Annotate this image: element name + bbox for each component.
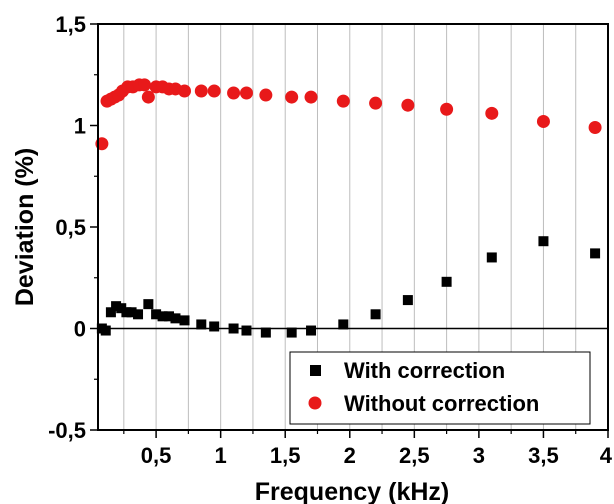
point-without-correction (485, 106, 499, 120)
point-without-correction (401, 98, 415, 112)
point-with-correction (121, 307, 132, 318)
point-without-correction (304, 90, 318, 104)
legend-box (289, 351, 591, 425)
x-tick-label: 3,5 (528, 443, 559, 468)
point-with-correction (590, 248, 601, 259)
y-tick-label: 0 (74, 317, 86, 342)
point-without-correction (588, 121, 602, 135)
point-with-correction (170, 313, 181, 324)
point-with-correction (486, 252, 497, 263)
point-without-correction (137, 78, 151, 92)
axis-ticks (90, 23, 609, 438)
point-without-correction (440, 102, 454, 116)
y-tick-label: 1,5 (55, 12, 86, 37)
x-tick-label: 1,5 (270, 443, 301, 468)
legend-marker-without-correction (308, 396, 322, 410)
point-with-correction (441, 276, 452, 287)
point-with-correction (143, 299, 154, 310)
point-with-correction (157, 311, 168, 322)
y-axis-title: Deviation (%) (11, 148, 39, 306)
point-with-correction (228, 323, 239, 334)
point-with-correction (241, 325, 252, 336)
point-without-correction (178, 84, 192, 98)
x-tick-label: 3 (473, 443, 485, 468)
point-with-correction (133, 309, 144, 320)
point-without-correction (285, 90, 299, 104)
point-without-correction (239, 86, 253, 100)
point-without-correction (369, 96, 383, 110)
point-with-correction (151, 309, 162, 320)
legend-label-with-correction: With correction (344, 358, 505, 383)
point-with-correction (306, 325, 317, 336)
point-without-correction (207, 84, 221, 98)
y-tick-label: 1 (74, 114, 86, 139)
x-tick-label: 2 (344, 443, 356, 468)
y-tick-label: -0,5 (48, 418, 86, 443)
point-with-correction (164, 311, 175, 322)
x-tick-labels: 0,5 1 1,5 2 2,5 3 3,5 4 (141, 443, 613, 468)
point-without-correction (227, 86, 241, 100)
x-tick-label: 0,5 (141, 443, 172, 468)
legend-label-without-correction: Without correction (344, 391, 539, 416)
point-with-correction (100, 325, 111, 336)
point-with-correction (260, 327, 271, 338)
point-with-correction (196, 319, 207, 330)
x-tick-label: 1 (215, 443, 227, 468)
y-tick-labels: -0,5 0 0,5 1 1,5 (48, 12, 86, 443)
point-with-correction (116, 303, 127, 314)
x-tick-label: 2,5 (399, 443, 430, 468)
point-with-correction (105, 307, 116, 318)
point-with-correction (338, 319, 349, 330)
point-without-correction (336, 94, 350, 108)
data-points (95, 78, 602, 338)
point-with-correction (538, 236, 549, 247)
point-without-correction (259, 88, 273, 102)
point-with-correction (370, 309, 381, 320)
point-with-correction (111, 301, 122, 312)
x-axis-title: Frequency (kHz) (255, 478, 449, 504)
x-tick-label: 4 (600, 443, 613, 468)
point-with-correction (179, 315, 190, 326)
y-tick-label: 0,5 (55, 215, 86, 240)
legend-marker-with-correction (310, 365, 321, 376)
point-with-correction (286, 327, 297, 338)
point-with-correction (126, 307, 137, 318)
point-with-correction (402, 295, 413, 306)
legend: With correction Without correction (289, 351, 591, 425)
point-without-correction (194, 84, 208, 98)
point-with-correction (209, 321, 220, 332)
point-without-correction (536, 114, 550, 128)
point-without-correction (141, 90, 155, 104)
